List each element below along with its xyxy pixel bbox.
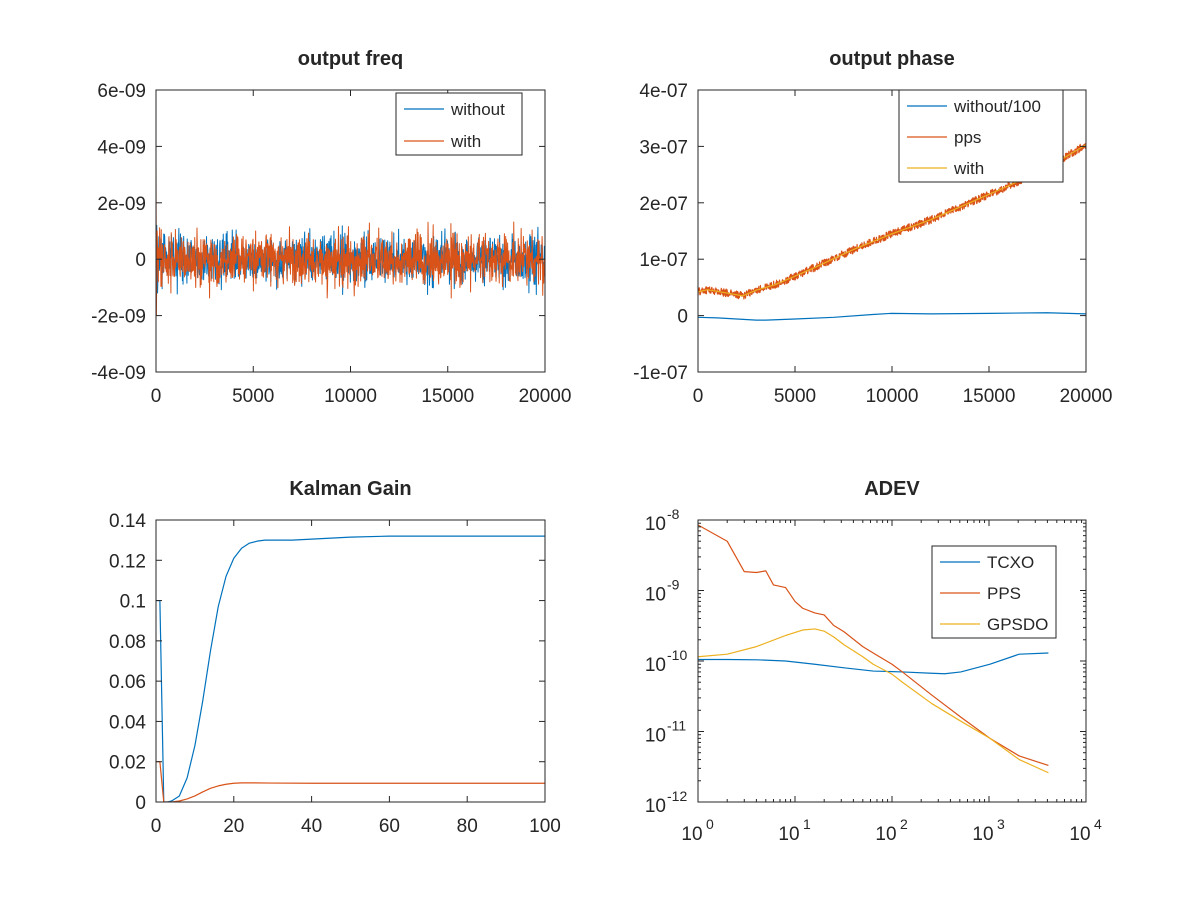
series-line-2	[156, 761, 545, 802]
x-tick-label: 5000	[774, 386, 816, 407]
legend-label: without	[450, 100, 505, 119]
x-tick-label: 5000	[232, 386, 274, 407]
y-tick-label: 6e-09	[97, 81, 146, 102]
y-tick-label: 0	[135, 250, 146, 271]
x-tick-label: 10	[972, 824, 993, 845]
x-tick-label: 10000	[866, 386, 919, 407]
y-tick-exponent: -10	[667, 647, 687, 663]
x-tick-label: 0	[151, 386, 162, 407]
legend-label: PPS	[987, 584, 1021, 603]
series-line-3	[698, 144, 1086, 297]
chart-title: output freq	[298, 48, 404, 70]
chart-1: 0 5000 10000 15000 20000 -4e-09 -2e-09 0 2e-09 4e…	[91, 48, 571, 407]
legend-box	[898, 89, 1064, 183]
y-tick-label: 10	[645, 585, 666, 606]
y-tick-label: 0.14	[109, 511, 146, 532]
x-tick-label: 10	[875, 824, 896, 845]
y-tick-label: 0.1	[120, 592, 146, 613]
legend: without/100 pps with	[898, 89, 1064, 183]
x-tick-label: 60	[379, 816, 400, 837]
x-tick-label: 15000	[421, 386, 474, 407]
y-tick-label: 3e-07	[639, 137, 688, 158]
x-tick-exponent: 4	[1094, 816, 1102, 832]
x-tick-label: 20000	[519, 386, 572, 407]
legend-label: GPSDO	[987, 615, 1048, 634]
y-tick-label: 0.02	[109, 753, 146, 774]
y-tick-exponent: -8	[667, 506, 680, 522]
series-line-3	[698, 628, 1049, 774]
series-line-1	[156, 535, 545, 802]
y-tick-label: 10	[645, 726, 666, 747]
legend: TCXO PPS GPSDO	[931, 545, 1057, 639]
plot-lines	[698, 524, 1049, 774]
y-tick-label: 0.12	[109, 551, 146, 572]
y-tick-label: 0	[135, 793, 146, 814]
legend-label: with	[450, 132, 481, 151]
chart-title: ADEV	[864, 478, 920, 500]
chart-title: output phase	[829, 48, 955, 70]
x-tick-label: 15000	[963, 386, 1016, 407]
plot-lines	[698, 143, 1086, 321]
y-tick-label: 0.04	[109, 712, 146, 733]
x-tick-label: 0	[693, 386, 704, 407]
y-tick-label: -1e-07	[633, 363, 688, 384]
y-tick-exponent: -9	[667, 577, 680, 593]
series-line-1	[698, 312, 1086, 321]
plot-lines	[156, 535, 545, 802]
y-tick-label: 1e-07	[639, 250, 688, 271]
y-tick-label: 4e-07	[639, 81, 688, 102]
legend-label: pps	[954, 128, 981, 147]
y-tick-label: -2e-09	[91, 307, 146, 328]
series-line-2	[156, 154, 545, 317]
legend-box	[395, 92, 523, 156]
y-tick-label: 10	[645, 655, 666, 676]
legend-label: with	[953, 159, 984, 178]
series-line-2	[698, 524, 1049, 767]
x-tick-exponent: 3	[997, 816, 1005, 832]
y-tick-label: 10	[645, 514, 666, 535]
y-tick-label: 10	[645, 796, 666, 817]
y-tick-label: 0.08	[109, 632, 146, 653]
x-tick-exponent: 2	[900, 816, 908, 832]
x-tick-label: 0	[151, 816, 162, 837]
plot-lines	[156, 154, 545, 317]
y-tick-label: -4e-09	[91, 363, 146, 384]
x-tick-label: 20000	[1060, 386, 1113, 407]
chart-3: 0 20 40 60 80 100 0 0.02 0.04 0.06 0.08 0.1 0.12 0.14…	[109, 478, 561, 837]
x-tick-label: 10	[778, 824, 799, 845]
y-tick-exponent: -11	[667, 718, 686, 734]
x-tick-label: 10	[1069, 824, 1090, 845]
axes-frame	[155, 519, 546, 803]
legend-box	[931, 545, 1057, 639]
legend-label: TCXO	[987, 553, 1034, 572]
y-tick-label: 0.06	[109, 672, 146, 693]
y-tick-label: 4e-09	[97, 137, 146, 158]
legend-label: without/100	[953, 97, 1041, 116]
x-tick-label: 40	[301, 816, 322, 837]
x-tick-label: 80	[457, 816, 478, 837]
plot-area	[156, 520, 545, 802]
x-tick-label: 20	[223, 816, 244, 837]
y-tick-label: 2e-09	[97, 194, 146, 215]
x-tick-exponent: 0	[706, 816, 714, 832]
y-tick-label: 0	[677, 307, 688, 328]
chart-2: 0 5000 10000 15000 20000-1e-0701e-072e-073e-…	[633, 48, 1112, 407]
x-tick-label: 100	[529, 816, 561, 837]
x-tick-exponent: 1	[803, 816, 811, 832]
legend: without with	[395, 92, 523, 156]
y-tick-label: 2e-07	[639, 194, 688, 215]
x-tick-label: 10	[681, 824, 702, 845]
y-tick-exponent: -12	[667, 788, 687, 804]
x-tick-label: 10000	[324, 386, 377, 407]
chart-title: Kalman Gain	[289, 478, 411, 500]
